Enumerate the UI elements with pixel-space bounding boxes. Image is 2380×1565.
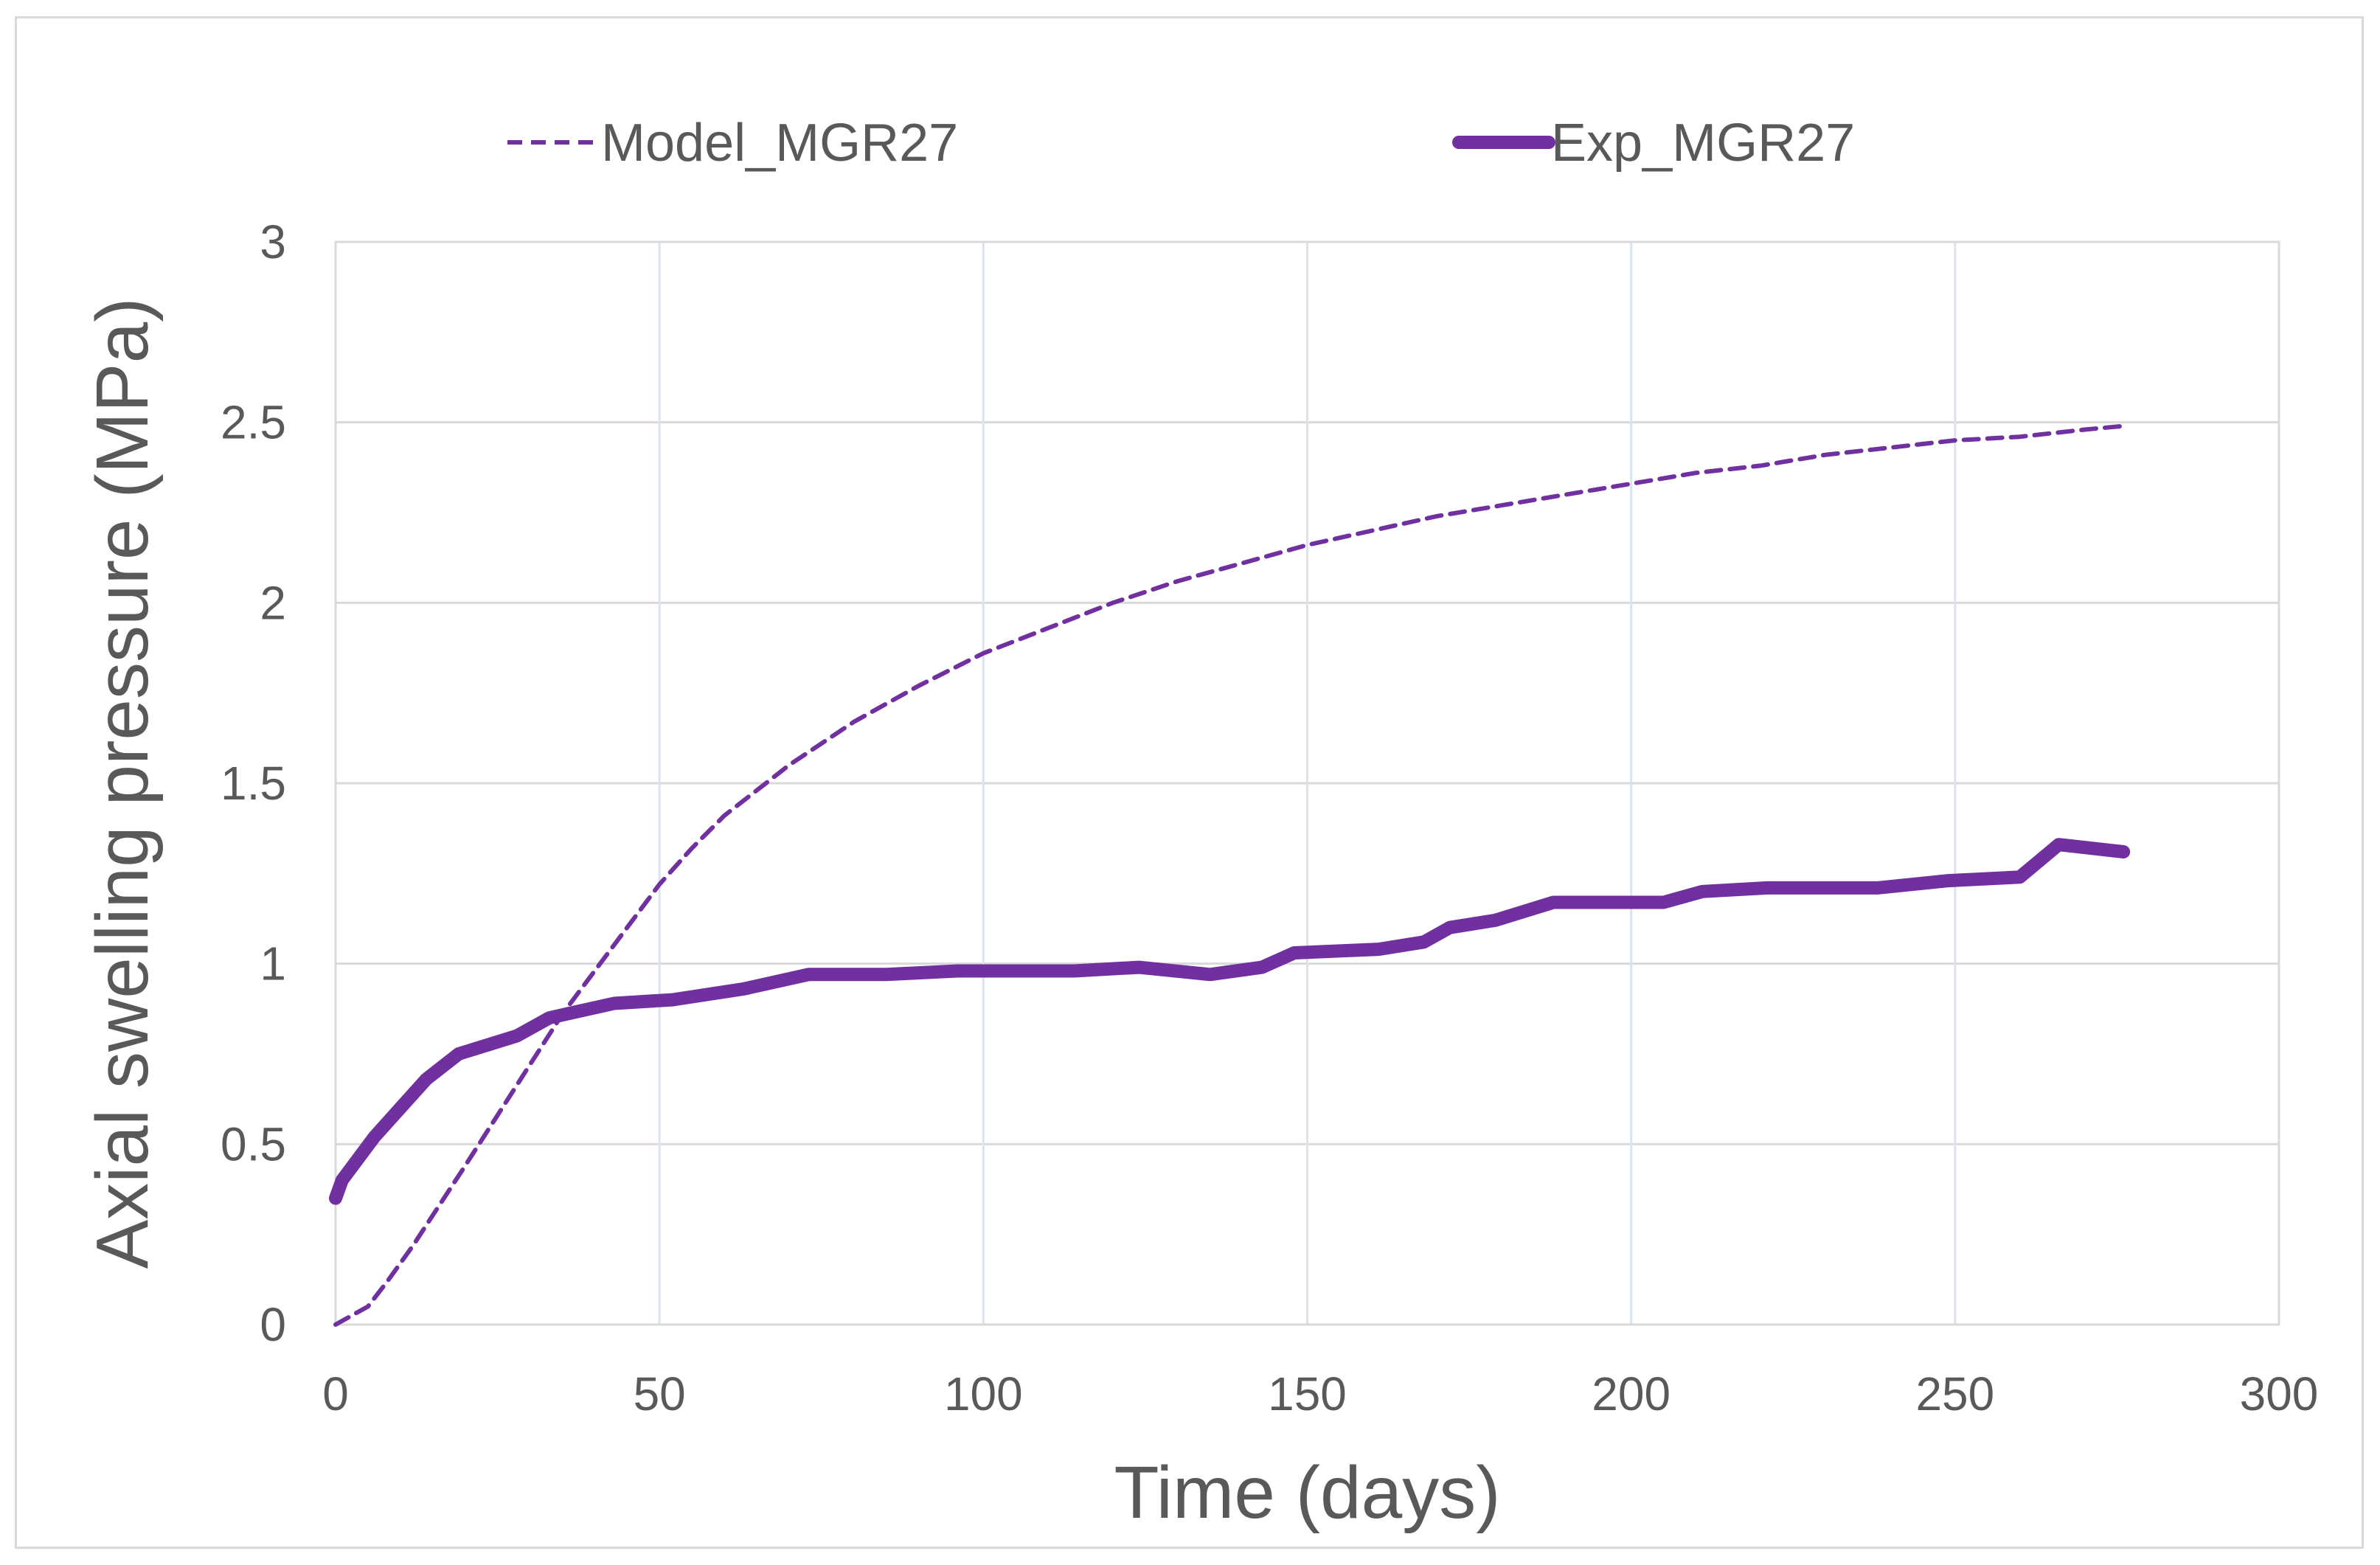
legend: Model_MGR27 Exp_MGR27 <box>507 114 1855 173</box>
series-line-exp <box>329 838 2131 1205</box>
x-tick-label: 250 <box>1915 1367 1994 1420</box>
grid <box>334 240 2280 1326</box>
plot-area <box>334 240 2280 1326</box>
y-tick-label: 2 <box>260 576 286 629</box>
y-tick-label: 0 <box>260 1298 286 1351</box>
y-axis-title: Axial swelling pressure (MPa) <box>81 297 164 1269</box>
x-tick-label: 0 <box>322 1367 349 1420</box>
x-tick-label: 200 <box>1592 1367 1670 1420</box>
x-tick-label: 100 <box>944 1367 1023 1420</box>
y-tick-label: 1 <box>260 937 286 990</box>
y-tick-label: 0.5 <box>221 1117 286 1170</box>
y-axis: 0 0.5 1 1.5 2 2.5 3 <box>221 215 286 1351</box>
series-layer <box>329 423 2131 1327</box>
series-line-model <box>333 423 2126 1327</box>
y-tick-label: 2.5 <box>221 396 286 449</box>
legend-label-exp: Exp_MGR27 <box>1551 114 1855 173</box>
x-tick-label: 150 <box>1268 1367 1347 1420</box>
x-axis: 0 50 100 150 200 250 300 <box>322 1367 2318 1420</box>
x-axis-title: Time (days) <box>1114 1451 1500 1534</box>
legend-label-model: Model_MGR27 <box>601 114 958 173</box>
x-tick-label: 50 <box>634 1367 686 1420</box>
y-tick-label: 3 <box>260 215 286 268</box>
y-tick-label: 1.5 <box>221 757 286 810</box>
x-tick-label: 300 <box>2240 1367 2319 1420</box>
